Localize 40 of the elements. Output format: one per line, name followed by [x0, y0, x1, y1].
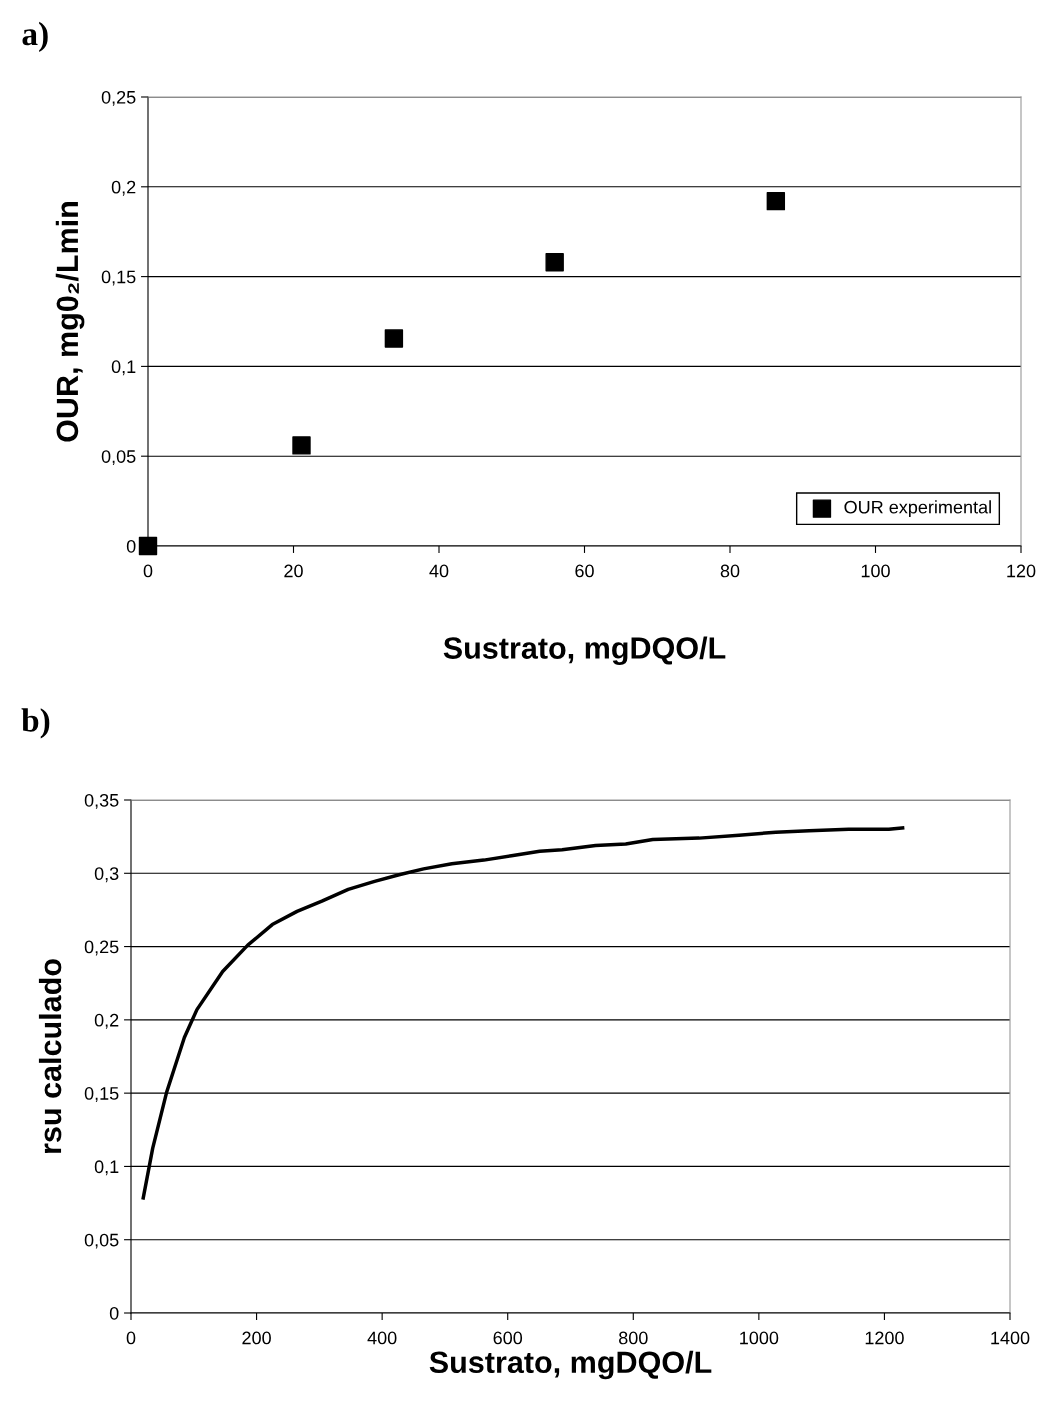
y-tick-label: 0,15 [84, 1087, 119, 1102]
y-tick-label: 0,2 [94, 1013, 119, 1029]
y-axis-title: rsu calculado [38, 959, 62, 1153]
y-tick-label: 0,35 [84, 793, 119, 809]
y-tick-label: 0,25 [84, 940, 119, 956]
y-tick-label: 0,15 [101, 270, 136, 286]
point [384, 329, 404, 348]
point [766, 191, 786, 211]
y-tick-label: 0,1 [111, 360, 136, 376]
legend-label: OUR experimental [844, 500, 991, 518]
x-tick-label: 800 [619, 1331, 648, 1345]
y-tick-label: 0,05 [101, 450, 136, 466]
point [545, 253, 564, 272]
x-tick-label: 60 [575, 564, 594, 578]
x-tick-label: 120 [1007, 564, 1036, 578]
y-tick-label: 0 [109, 1306, 119, 1320]
point [292, 436, 311, 455]
x-tick-label: 600 [493, 1331, 523, 1345]
x-tick-label: 1400 [991, 1331, 1030, 1345]
y-tick-label: 0 [126, 539, 136, 553]
x-tick-label: 200 [242, 1331, 271, 1345]
y-tick-label: 0,3 [94, 867, 119, 883]
x-tick-label: 20 [284, 564, 303, 578]
y-tick-label: 0,25 [101, 90, 136, 106]
y-tick-label: 0,05 [84, 1233, 119, 1249]
x-tick-label: 40 [429, 564, 449, 578]
chart-title: b) [21, 708, 50, 739]
y-tick-label: 0,2 [111, 180, 136, 196]
x-tick-label: 0 [143, 564, 153, 578]
x-tick-label: 400 [367, 1331, 397, 1345]
point [138, 536, 158, 556]
x-tick-label: 1000 [740, 1331, 779, 1345]
x-axis-title: Sustrato, mgDQO/L [443, 636, 726, 666]
x-tick-label: 1200 [865, 1331, 904, 1345]
y-axis-title: OUR, mg0₂/Lmin [55, 202, 85, 442]
x-tick-label: 100 [861, 564, 890, 578]
x-axis-title: Sustrato, mgDQO/L [429, 1350, 712, 1380]
chart-title: a) [22, 21, 48, 53]
y-tick-label: 0,1 [94, 1160, 119, 1176]
x-tick-label: 80 [720, 564, 740, 578]
